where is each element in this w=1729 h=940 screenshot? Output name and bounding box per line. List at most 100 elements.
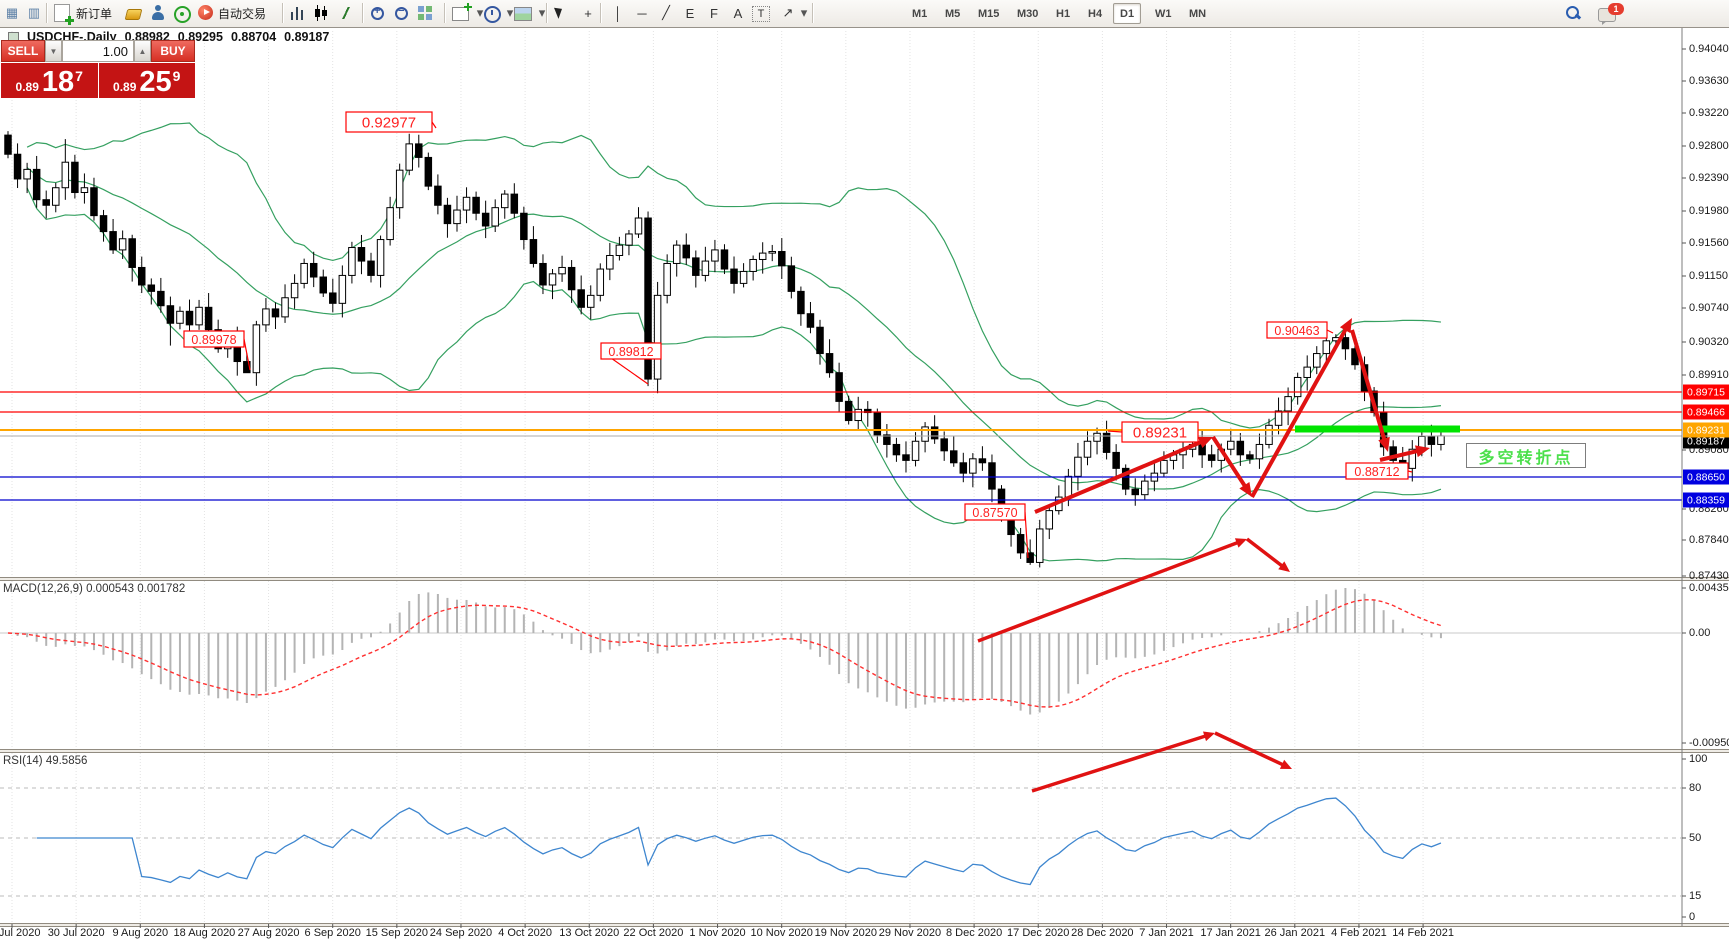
timeframe-mn[interactable]: MN — [1189, 7, 1207, 20]
timeframe-h1[interactable]: H1 — [1056, 7, 1071, 20]
candle-body — [453, 209, 461, 225]
periods-icon[interactable] — [484, 6, 501, 23]
fibonacci-icon[interactable]: F — [710, 5, 718, 21]
rsi-indicator-label: RSI(14) 49.5856 — [3, 755, 88, 767]
separator — [600, 3, 601, 23]
candle-body — [243, 361, 251, 374]
candlestick-chart-icon[interactable] — [314, 5, 328, 21]
candle-body — [1284, 396, 1292, 412]
timeframe-h4[interactable]: H4 — [1088, 7, 1103, 20]
candle-body — [405, 143, 413, 171]
candle-body — [309, 262, 318, 278]
candle-body — [548, 273, 557, 286]
trend-arrow — [1250, 324, 1350, 498]
date-axis-label: 21 Jul 2020 — [0, 927, 40, 939]
one-click-trading-panel: SELL ▼ 1.00 ▲ BUY 0.89 18 7 0.89 25 9 — [1, 40, 195, 98]
timeframe-m5[interactable]: M5 — [945, 7, 961, 20]
autotrading-icon[interactable] — [198, 5, 213, 20]
candle-body — [1102, 432, 1111, 453]
sell-button[interactable]: SELL — [1, 40, 45, 62]
candle-body — [844, 400, 853, 422]
bar-chart-icon[interactable] — [290, 5, 304, 21]
trend-arrow — [1214, 731, 1287, 768]
timeframe-m15[interactable]: M15 — [978, 7, 1000, 20]
volume-increase-button[interactable]: ▲ — [134, 40, 151, 62]
panel-separator[interactable] — [0, 749, 1729, 753]
timeframe-m30[interactable]: M30 — [1017, 7, 1039, 20]
dropdown-caret-icon[interactable]: ▾ — [538, 5, 546, 20]
zoom-out-icon[interactable] — [394, 5, 410, 21]
candle-body — [1026, 552, 1034, 563]
search-icon[interactable] — [1565, 5, 1581, 21]
candle-body — [424, 156, 433, 187]
price-axis-label: 0.91980 — [1689, 205, 1729, 217]
timeframe-d1[interactable]: D1 — [1113, 3, 1142, 24]
line-chart-icon[interactable] — [338, 7, 354, 19]
shapes-icon[interactable]: ↗ — [782, 5, 794, 20]
volume-input[interactable]: 1.00 — [62, 40, 134, 62]
candle-body — [1131, 488, 1140, 496]
template-icon[interactable] — [514, 7, 532, 21]
price-label-text: 0.89978 — [191, 333, 236, 347]
date-axis-label: 19 Nov 2020 — [815, 927, 877, 939]
trendline-icon[interactable]: ╱ — [662, 5, 670, 20]
price-axis-label: 0.90740 — [1689, 302, 1729, 314]
equidistant-channel-icon[interactable]: E — [685, 5, 695, 21]
price-label-connector — [431, 121, 437, 129]
new-order-label[interactable]: 新订单 — [76, 6, 113, 21]
gold-bar-icon[interactable] — [124, 9, 143, 20]
candle-body — [873, 412, 882, 436]
candle-body — [434, 185, 442, 206]
new-order-icon[interactable] — [54, 4, 74, 25]
cursor-icon[interactable] — [554, 5, 565, 19]
candle-body — [988, 462, 996, 490]
date-axis-label: 4 Oct 2020 — [498, 927, 552, 939]
candle-body — [1246, 454, 1254, 460]
candle-body — [959, 462, 968, 474]
community-icon[interactable] — [150, 5, 166, 21]
trend-arrow — [977, 539, 1242, 643]
candle-body — [290, 282, 299, 299]
candle-body — [13, 153, 22, 180]
trend-arrow-head — [1203, 731, 1215, 742]
timeframe-w1[interactable]: W1 — [1155, 7, 1172, 20]
horizontal-line-icon[interactable]: ─ — [637, 5, 647, 21]
add-indicator-icon[interactable] — [452, 3, 472, 21]
timeframe-m1[interactable]: M1 — [912, 7, 928, 20]
crosshair-icon[interactable]: + — [584, 5, 592, 21]
volume-decrease-button[interactable]: ▼ — [45, 40, 62, 62]
zoom-in-icon[interactable] — [370, 5, 386, 21]
sell-price-pip: 7 — [75, 68, 83, 84]
price-axis-label: 0.89910 — [1689, 369, 1729, 381]
trend-arrow — [1211, 435, 1250, 492]
price-chip-label: 0.89466 — [1687, 407, 1725, 419]
candle-body — [778, 251, 786, 267]
price-label-text: 0.88712 — [1354, 465, 1399, 479]
date-axis-label: 9 Aug 2020 — [112, 927, 168, 939]
panel-separator[interactable] — [0, 923, 1729, 927]
price-label-connector — [1326, 329, 1334, 334]
dropdown-caret-icon[interactable]: ▾ — [506, 5, 514, 20]
ohlc-close: 0.89187 — [284, 30, 330, 44]
panel-separator[interactable] — [0, 577, 1729, 581]
chart-window-icon[interactable]: ▦ — [5, 5, 19, 20]
candle-body — [1274, 410, 1283, 426]
sell-price-tile[interactable]: 0.89 18 7 — [1, 63, 98, 98]
candle-body — [969, 458, 977, 474]
date-axis-label: 24 Sep 2020 — [430, 927, 492, 939]
buy-button[interactable]: BUY — [151, 40, 195, 62]
chat-icon[interactable]: 1 — [1598, 3, 1624, 25]
autotrading-label[interactable]: 自动交易 — [218, 6, 267, 21]
signals-icon[interactable] — [174, 6, 191, 23]
vertical-line-icon[interactable]: │ — [613, 5, 623, 21]
data-window-icon[interactable]: ▥ — [27, 5, 41, 20]
text-icon[interactable]: A — [733, 5, 743, 21]
tile-windows-icon[interactable] — [418, 6, 432, 20]
date-axis-label: 1 Nov 2020 — [689, 927, 745, 939]
label-icon[interactable]: T — [752, 6, 770, 22]
trend-arrow-head — [1339, 318, 1352, 334]
dropdown-caret-icon[interactable]: ▾ — [476, 5, 484, 20]
dropdown-caret-icon[interactable]: ▾ — [800, 5, 808, 20]
buy-price-tile[interactable]: 0.89 25 9 — [98, 63, 195, 98]
